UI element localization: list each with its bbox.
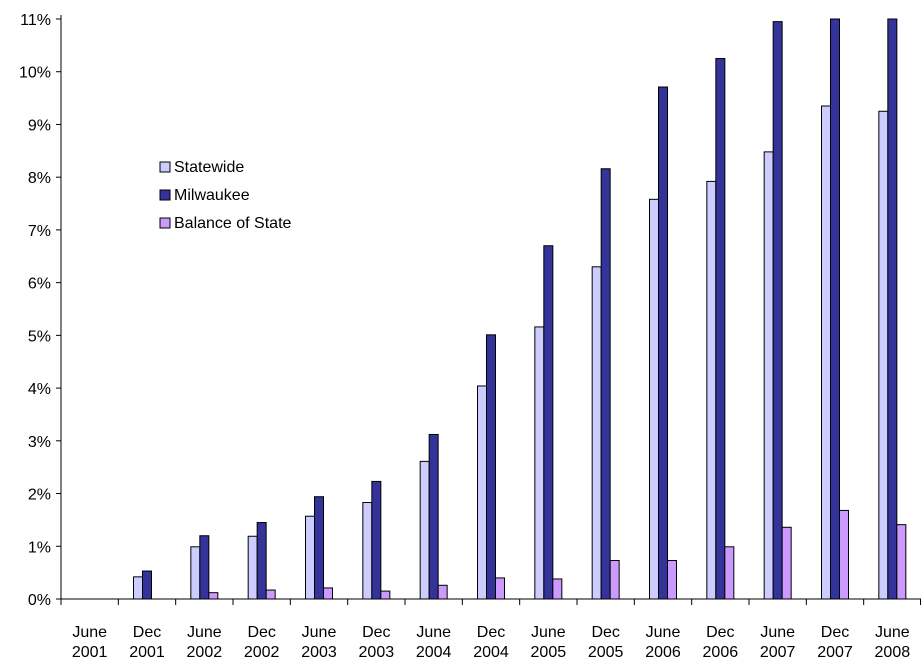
- x-tick-label-year: 2003: [359, 644, 395, 661]
- bar-milwaukee: [371, 480, 382, 600]
- y-tick-label: 9%: [28, 117, 51, 134]
- x-tick-label-month: Dec: [133, 624, 161, 641]
- bars: [61, 18, 921, 600]
- legend-label: Milwaukee: [174, 187, 250, 204]
- bar-statewide: [649, 198, 659, 600]
- x-tick-label-year: 2005: [588, 644, 624, 661]
- y-tick-label: 3%: [28, 434, 51, 451]
- bar-balance-of-state: [896, 524, 907, 600]
- x-tick-label-month: Dec: [591, 624, 619, 641]
- bar-balance-of-state: [609, 560, 620, 600]
- x-tick-label-year: 2005: [531, 644, 567, 661]
- x-tick-label-month: June: [72, 624, 107, 641]
- legend: Statewide Milwaukee Balance of State: [159, 159, 292, 232]
- y-tick-label: 6%: [28, 276, 51, 293]
- bar-milwaukee: [486, 334, 496, 600]
- y-tick-label: 5%: [28, 328, 51, 345]
- y-tick-label: 7%: [28, 223, 51, 240]
- x-tick-label-month: June: [531, 624, 566, 641]
- x-tick-label-year: 2002: [244, 644, 280, 661]
- bar-statewide: [362, 502, 373, 600]
- bar-milwaukee: [428, 433, 439, 600]
- x-tick-label-year: 2004: [416, 644, 452, 661]
- x-tick-label-month: Dec: [247, 624, 275, 641]
- x-tick-label-year: 2003: [301, 644, 337, 661]
- bar-statewide: [763, 151, 774, 600]
- bar-milwaukee: [772, 21, 783, 600]
- bar-milwaukee: [658, 86, 668, 600]
- y-tick-label: 11%: [20, 12, 51, 29]
- bar-balance-of-state: [437, 584, 448, 600]
- x-axis: June 2001 Dec 2001 June 2002 Dec 2002 June 2003 De…: [60, 598, 921, 661]
- bar-statewide: [247, 535, 258, 600]
- x-tick-label-year: 2001: [72, 644, 108, 661]
- bar-milwaukee: [887, 18, 898, 600]
- bar-statewide: [419, 460, 430, 600]
- bar-statewide: [706, 180, 717, 600]
- bar-milwaukee: [830, 18, 840, 600]
- bar-statewide: [878, 110, 889, 600]
- x-tick-label-year: 2001: [129, 644, 165, 661]
- x-tick-label-month: Dec: [821, 624, 849, 641]
- x-tick-label-month: June: [875, 624, 910, 641]
- y-tick-label: 4%: [28, 381, 51, 398]
- bar-milwaukee: [314, 496, 324, 600]
- y-tick-label: 1%: [28, 539, 51, 556]
- bar-statewide: [133, 576, 143, 600]
- bar-statewide: [534, 326, 545, 600]
- bar-statewide: [305, 515, 315, 600]
- bar-milwaukee: [543, 245, 554, 600]
- bar-milwaukee: [256, 522, 267, 600]
- bar-milwaukee: [199, 535, 210, 600]
- y-axis: 0% 1% 2% 3% 4% 5% 6% 7% 8% 9% 10% 11%: [19, 12, 62, 609]
- bar-balance-of-state: [839, 509, 849, 600]
- bar-balance-of-state: [724, 546, 735, 600]
- x-tick-label-month: June: [416, 624, 451, 641]
- x-tick-label-year: 2007: [760, 644, 796, 661]
- legend-swatch: [159, 217, 171, 229]
- x-tick-label-month: June: [646, 624, 681, 641]
- y-tick-label: 10%: [19, 65, 51, 82]
- legend-label: Balance of State: [174, 215, 292, 232]
- bar-milwaukee: [715, 58, 726, 600]
- bar-milwaukee: [142, 570, 152, 600]
- x-tick-label-year: 2007: [817, 644, 853, 661]
- x-tick-label-month: Dec: [706, 624, 734, 641]
- y-tick-label: 0%: [28, 592, 51, 609]
- bar-statewide: [591, 266, 602, 600]
- bar-balance-of-state: [380, 590, 391, 600]
- y-tick-label: 8%: [28, 170, 51, 187]
- x-tick-label-month: Dec: [362, 624, 390, 641]
- bar-statewide: [821, 105, 831, 600]
- x-tick-label-month: June: [302, 624, 337, 641]
- x-tick-label-year: 2006: [645, 644, 681, 661]
- legend-swatch: [159, 161, 171, 173]
- bar-balance-of-state: [208, 592, 219, 600]
- bar-balance-of-state: [323, 587, 333, 600]
- bar-statewide: [190, 546, 201, 600]
- bar-milwaukee: [600, 168, 611, 600]
- x-tick-label-year: 2002: [187, 644, 223, 661]
- x-tick-label-year: 2004: [473, 644, 509, 661]
- legend-label: Statewide: [174, 159, 244, 176]
- bar-balance-of-state: [495, 577, 505, 600]
- bar-statewide: [477, 385, 487, 600]
- y-tick-label: 2%: [28, 487, 51, 504]
- bar-balance-of-state: [781, 526, 792, 600]
- x-tick-label-year: 2008: [875, 644, 911, 661]
- x-tick-label-month: Dec: [477, 624, 505, 641]
- x-tick-label-month: June: [187, 624, 222, 641]
- legend-swatch: [159, 189, 171, 201]
- bar-balance-of-state: [552, 578, 563, 600]
- bar-balance-of-state: [667, 560, 677, 600]
- x-tick-label-month: June: [760, 624, 795, 641]
- bar-balance-of-state: [265, 589, 276, 600]
- x-tick-label-year: 2006: [703, 644, 739, 661]
